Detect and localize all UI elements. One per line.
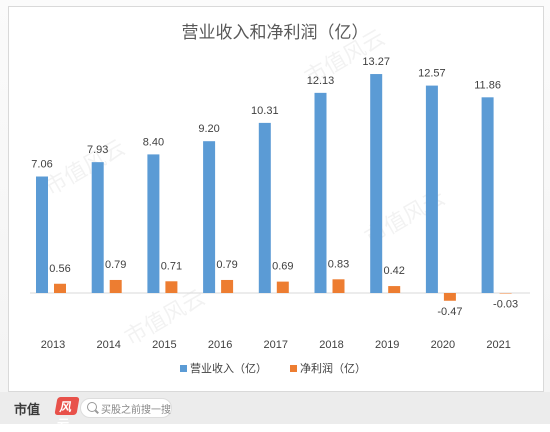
search-input[interactable]: 买股之前搜一搜 (80, 398, 172, 418)
footer-bar: 市值 风云 买股之前搜一搜 (0, 392, 550, 431)
legend-label-profit: 净利润（亿） (300, 361, 366, 375)
x-tick-label: 2014 (96, 339, 120, 351)
profit-data-label: 0.79 (216, 259, 237, 271)
revenue-bar (370, 74, 383, 293)
legend-swatch-profit (290, 365, 297, 372)
profit-bar (221, 279, 234, 293)
revenue-data-label: 10.31 (251, 105, 279, 117)
revenue-bar (425, 85, 438, 293)
x-tick-label: 2017 (264, 339, 288, 351)
revenue-bar (203, 141, 216, 293)
revenue-bar (147, 154, 160, 293)
revenue-data-label: 7.93 (87, 144, 108, 156)
legend-swatch-revenue (180, 365, 187, 372)
profit-bar (499, 293, 512, 294)
x-tick-label: 2018 (319, 339, 343, 351)
legend-label-revenue: 营业收入（亿） (190, 361, 267, 375)
revenue-data-label: 13.27 (362, 56, 390, 68)
revenue-bar (314, 92, 327, 293)
x-tick-label: 2019 (375, 339, 399, 351)
revenue-data-label: 12.57 (418, 68, 446, 80)
revenue-bar (36, 176, 48, 293)
revenue-data-label: 11.86 (474, 79, 501, 91)
x-tick-label: 2020 (431, 339, 455, 351)
profit-bar (276, 281, 289, 293)
revenue-data-label: 7.06 (31, 159, 52, 171)
revenue-bar (481, 97, 494, 293)
x-tick-label: 2013 (41, 339, 65, 351)
profit-bar (332, 279, 345, 293)
x-tick-label: 2016 (208, 339, 232, 351)
chart-svg: 7.06 0.56 2013 7.93 0.79 2014 8.40 0.71 2015 9.20… (30, 56, 530, 375)
profit-data-label: 0.83 (328, 258, 349, 270)
profit-data-label: 0.42 (383, 265, 404, 277)
profit-data-label: 0.71 (161, 260, 182, 272)
profit-data-label: -0.47 (437, 306, 462, 318)
profit-data-label: 0.56 (49, 263, 70, 275)
x-tick-label: 2015 (152, 339, 176, 351)
revenue-data-label: 9.20 (198, 123, 219, 135)
profit-data-label: 0.69 (272, 261, 293, 273)
profit-bar (109, 279, 122, 293)
profit-bar (443, 293, 456, 301)
revenue-data-label: 8.40 (143, 136, 164, 148)
profit-bar (165, 281, 178, 293)
revenue-data-label: 12.13 (307, 75, 335, 87)
brand-logo-mark: 风云 (54, 397, 80, 431)
revenue-bar (258, 122, 271, 293)
x-tick-label: 2021 (486, 339, 510, 351)
search-placeholder: 买股之前搜一搜 (101, 405, 171, 416)
profit-bar (388, 286, 401, 293)
profit-data-label: 0.79 (105, 259, 126, 271)
profit-data-label: -0.03 (493, 298, 518, 310)
revenue-bar (91, 162, 104, 293)
chart-title: 营业收入和净利润（亿） (181, 23, 369, 43)
brand-logo-text: 市值 (14, 403, 41, 418)
profit-bar (54, 283, 66, 293)
search-icon (87, 402, 97, 412)
